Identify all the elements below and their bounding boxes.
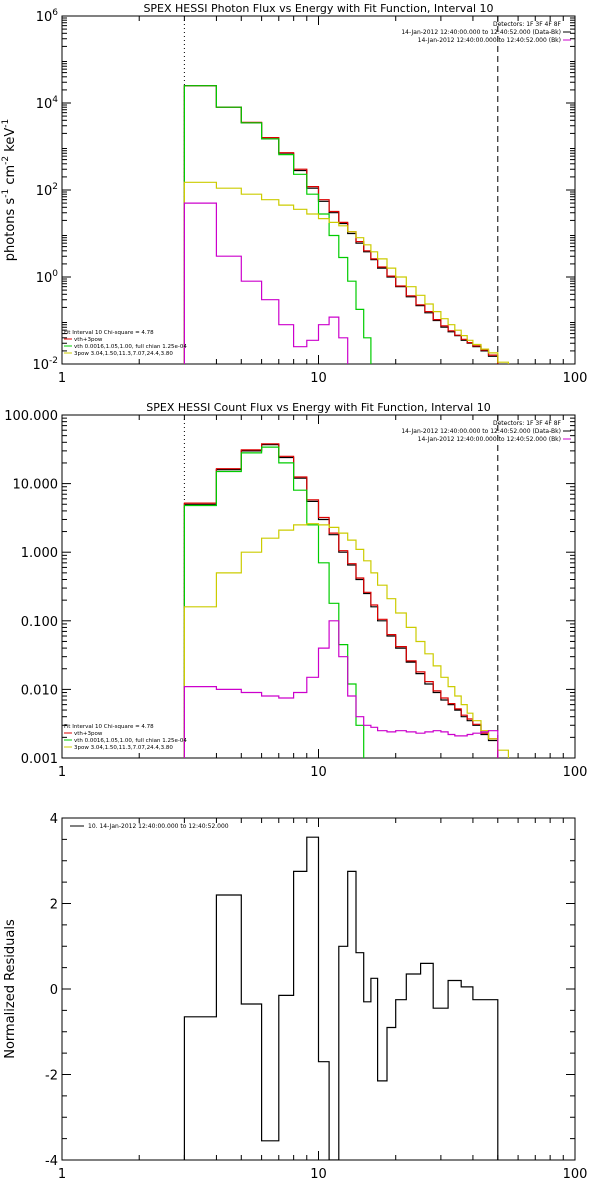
y-tick-label: 10.000 bbox=[13, 478, 59, 493]
legend-entry: 3pow 3.04,1.50,11.3,7.07,24.4,3.80 bbox=[74, 351, 173, 357]
legend-entry: Fit Interval 10 Chi-square = 4.78 bbox=[64, 724, 154, 730]
x-tick-label: 10 bbox=[310, 1167, 327, 1182]
series-line-3pow bbox=[183, 181, 536, 364]
y-axis-label: photons s-1 cm-2 keV-1 bbox=[1, 119, 18, 261]
legend-entry: 14-Jan-2012 12:40:00.000 to 12:40:52.000… bbox=[418, 436, 561, 443]
y-tick-label: 100.000 bbox=[4, 409, 58, 424]
series-line-vth bbox=[183, 446, 379, 758]
y-tick-label: -4 bbox=[45, 1154, 58, 1169]
x-tick-label: 10 bbox=[310, 765, 327, 780]
chart-panel-1: SPEX HESSI Count Flux vs Energy with Fit… bbox=[4, 401, 587, 780]
series-line-vth-3pow bbox=[183, 443, 499, 758]
legend-entry: Detectors: 1F 3F 4F 8F bbox=[493, 420, 562, 427]
y-tick-label: 1.000 bbox=[21, 546, 58, 561]
legend-entry: vth 0.0016,1.05,1.00, full chian 1.25e-0… bbox=[74, 344, 187, 350]
legend-entry: vth 0.0016,1.05,1.00, full chian 1.25e-0… bbox=[74, 738, 187, 744]
series-line-data-bk bbox=[183, 444, 499, 758]
x-tick-label: 1 bbox=[58, 371, 66, 386]
series-line-vth bbox=[183, 85, 388, 364]
chart-panel-0: SPEX HESSI Photon Flux vs Energy with Fi… bbox=[1, 2, 587, 386]
legend-entry: 14-Jan-2012 12:40:00.000 to 12:40:52.000… bbox=[401, 29, 561, 36]
x-tick-label: 10 bbox=[310, 371, 327, 386]
legend-entry: Detectors: 1F 3F 4F 8F bbox=[493, 21, 562, 28]
x-tick-label: 1 bbox=[58, 1167, 66, 1182]
y-tick-label: 0.010 bbox=[21, 683, 58, 698]
series-line-vth-3pow bbox=[183, 85, 499, 364]
y-tick-label: 0.100 bbox=[21, 615, 58, 630]
y-axis-label: Normalized Residuals bbox=[3, 919, 18, 1059]
x-tick-label: 100 bbox=[563, 765, 588, 780]
legend-entry: 14-Jan-2012 12:40:00.000 to 12:40:52.000… bbox=[418, 37, 561, 44]
y-tick-label: 0.001 bbox=[21, 752, 58, 767]
y-tick-label: 0 bbox=[50, 983, 58, 998]
legend-entry: vth+3pow bbox=[74, 731, 103, 737]
series-line-3pow bbox=[183, 523, 536, 758]
y-tick-label: 2 bbox=[50, 898, 58, 913]
chart-title: SPEX HESSI Photon Flux vs Energy with Fi… bbox=[143, 2, 493, 15]
series-line-bk bbox=[183, 202, 499, 364]
x-tick-label: 100 bbox=[563, 1167, 588, 1182]
chart-panel-2: 1 10 100 -4 -2 0 2 4 Normalized Residuals 10. 14-… bbox=[3, 812, 587, 1182]
y-tick-label: 4 bbox=[50, 812, 58, 827]
legend-entry: 10. 14-Jan-2012 12:40:00.000 to 12:40:52… bbox=[88, 823, 229, 830]
x-tick-label: 100 bbox=[563, 371, 588, 386]
series-line-bk bbox=[183, 620, 499, 758]
y-tick-label: -2 bbox=[45, 1069, 58, 1084]
legend-entry: Fit Interval 10 Chi-square = 4.78 bbox=[64, 330, 154, 336]
legend-entry: vth+3pow bbox=[74, 337, 103, 343]
x-tick-label: 1 bbox=[58, 765, 66, 780]
legend-entry: 3pow 3.04,1.50,11.3,7.07,24.4,3.80 bbox=[74, 745, 173, 751]
legend-entry: 14-Jan-2012 12:40:00.000 to 12:40:52.000… bbox=[401, 428, 561, 435]
chart-title: SPEX HESSI Count Flux vs Energy with Fit… bbox=[146, 401, 490, 414]
series-line-residuals bbox=[183, 836, 499, 1160]
